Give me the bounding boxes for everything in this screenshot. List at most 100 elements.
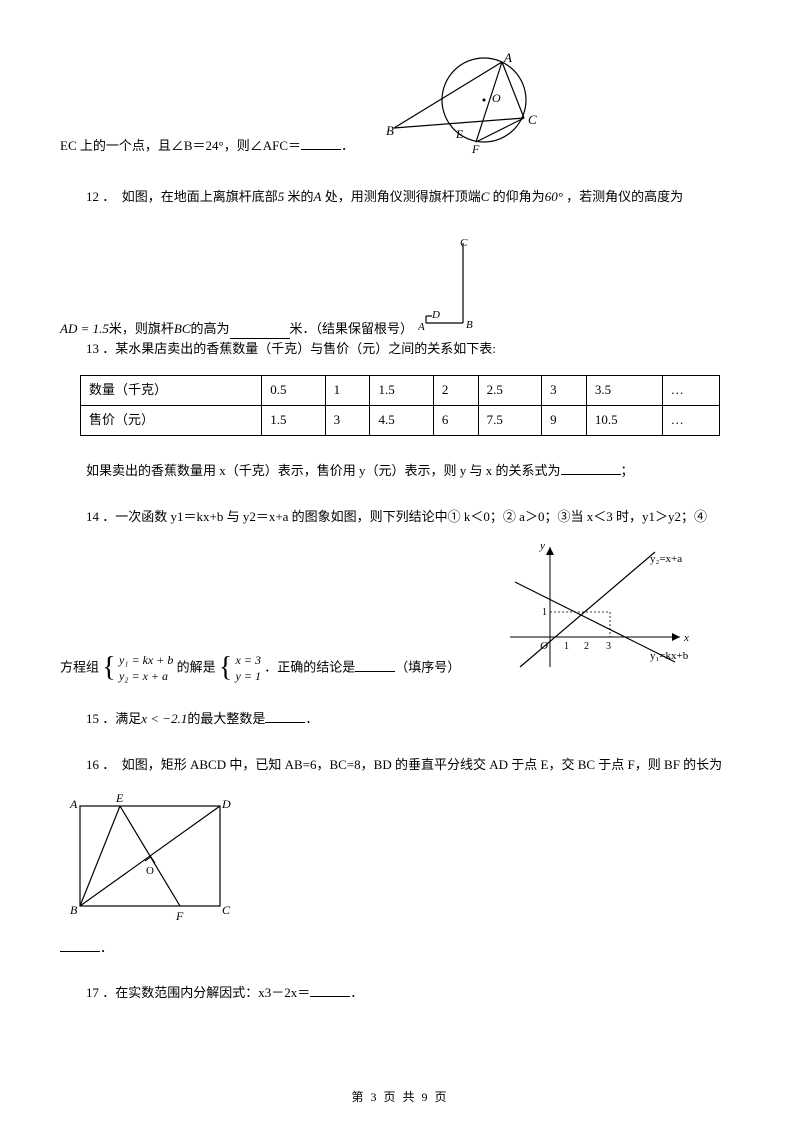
- svg-text:1: 1: [542, 607, 547, 618]
- q14-blank: [355, 659, 395, 672]
- cell: 10.5: [586, 405, 662, 435]
- q11-blank: [301, 137, 341, 150]
- cell: 3: [542, 376, 587, 406]
- svg-text:y₂=x+a: y₂=x+a: [650, 553, 682, 565]
- circle-geometry-svg: O A B C E F: [384, 50, 544, 155]
- cell: 数量（千克）: [81, 376, 262, 406]
- q15-a: ．满足: [102, 711, 141, 726]
- svg-text:y₁=kx+b: y₁=kx+b: [650, 650, 689, 662]
- q14-equation: 方程组 { y₁ = kx + b y₂ = x + a 的解是 { x = 3…: [60, 653, 460, 684]
- svg-text:1: 1: [564, 641, 569, 652]
- q13-num: 13: [86, 341, 99, 356]
- table-row: 售价（元） 1.5 3 4.5 6 7.5 9 10.5 …: [81, 405, 720, 435]
- q12-t1: ． 如图，在地面上离旗杆底部: [102, 189, 278, 204]
- svg-text:D: D: [431, 309, 440, 321]
- q12-l2a: 米，则旗杆: [109, 319, 174, 340]
- q12-sixty: 60°: [545, 189, 563, 204]
- cell: 6: [433, 405, 478, 435]
- eq-stack-1: y₁ = kx + b y₂ = x + a: [119, 653, 173, 684]
- q14-line1: ．一次函数 y1＝kx+b 与 y2＝x+a 的图象如图，则下列结论中① k＜0…: [102, 509, 707, 524]
- svg-text:2: 2: [584, 641, 589, 652]
- q17-num: 17: [86, 985, 99, 1000]
- eq1a: y₁ = kx + b: [119, 653, 173, 669]
- q13-after-text: 如果卖出的香蕉数量用 x（千克）表示，售价用 y（元）表示，则 y 与 x 的关…: [86, 463, 561, 478]
- cell: 4.5: [370, 405, 433, 435]
- svg-text:C: C: [460, 238, 468, 249]
- q15-b: 的最大整数是: [187, 711, 265, 726]
- flagpole-svg: C B A D: [418, 238, 478, 333]
- q13-suffix: ；: [621, 463, 634, 478]
- q12-AD: AD = 1.5: [60, 319, 109, 340]
- q12-A: A: [314, 189, 322, 204]
- q12-l2b: 的高为: [191, 319, 230, 340]
- q11-text: EC 上的一个点，且∠B＝24°，则∠AFC＝．: [60, 136, 354, 157]
- q14-eq-mid: 的解是: [177, 660, 216, 675]
- cell: 9: [542, 405, 587, 435]
- q16-suffix: ．: [100, 940, 113, 955]
- q13-table: 数量（千克） 0.5 1 1.5 2 2.5 3 3.5 … 售价（元） 1.5…: [80, 375, 720, 436]
- question-15: 15 ．满足x < −2.1的最大整数是．: [60, 709, 740, 730]
- svg-text:x: x: [683, 632, 689, 644]
- q16-blank-row: ．: [60, 938, 740, 959]
- svg-text:C: C: [528, 112, 537, 127]
- question-14: 14 ．一次函数 y1＝kx+b 与 y2＝x+a 的图象如图，则下列结论中① …: [60, 507, 740, 528]
- cell: 2: [433, 376, 478, 406]
- svg-text:y: y: [539, 540, 545, 552]
- svg-text:C: C: [222, 903, 231, 917]
- q15-blank: [265, 710, 305, 723]
- q13-intro: ．某水果店卖出的香蕉数量（千克）与售价（元）之间的关系如下表:: [102, 341, 496, 356]
- q14-eq-tail: （填序号）: [395, 660, 460, 675]
- q14-eq-prefix: 方程组: [60, 660, 99, 675]
- q12-five: 5: [278, 189, 285, 204]
- cell: 售价（元）: [81, 405, 262, 435]
- svg-text:A: A: [418, 321, 425, 333]
- q16-diagram: A D B C E F O: [60, 786, 240, 933]
- eq1b: y₂ = x + a: [119, 669, 173, 685]
- q12-l2c: 米．（结果保留根号）: [290, 319, 414, 340]
- cell: 3: [325, 405, 370, 435]
- q12-num: 12: [86, 189, 99, 204]
- eq-stack-2: x = 3 y = 1: [236, 653, 261, 684]
- svg-text:E: E: [455, 127, 464, 141]
- q12-line2: AD = 1.5 米，则旗杆 BC 的高为 米．（结果保留根号） C B A D: [60, 238, 740, 340]
- q12-BC: BC: [174, 319, 191, 340]
- cell: 1: [325, 376, 370, 406]
- q15-c: ．: [305, 711, 318, 726]
- cell: 7.5: [478, 405, 541, 435]
- brace-icon: {: [219, 660, 232, 677]
- q14-eq-suffix: ．正确的结论是: [264, 660, 355, 675]
- svg-text:E: E: [115, 791, 124, 805]
- q16-blank: [60, 939, 100, 952]
- q12-C: C: [481, 189, 490, 204]
- question-13: 13 ．某水果店卖出的香蕉数量（千克）与售价（元）之间的关系如下表:: [60, 339, 740, 360]
- cell: 1.5: [262, 405, 325, 435]
- q16-row: A D B C E F O: [60, 786, 740, 933]
- svg-text:F: F: [175, 909, 184, 923]
- cell: 3.5: [586, 376, 662, 406]
- q11-suffix: ．: [341, 138, 354, 153]
- q14-num: 14: [86, 509, 99, 524]
- q16-num: 16: [86, 757, 99, 772]
- q15-num: 15: [86, 711, 99, 726]
- svg-text:3: 3: [606, 641, 611, 652]
- svg-text:F: F: [471, 142, 480, 155]
- q12-blank: [230, 326, 290, 339]
- q13-after: 如果卖出的香蕉数量用 x（千克）表示，售价用 y（元）表示，则 y 与 x 的关…: [60, 461, 740, 482]
- q17-b: ．: [350, 985, 363, 1000]
- q12-t5: ，若测角仪的高度为: [566, 189, 683, 204]
- brace-icon: {: [102, 660, 115, 677]
- question-12: 12 ． 如图，在地面上离旗杆底部5 米的A 处，用测角仪测得旗杆顶端C 的仰角…: [60, 187, 740, 208]
- eq2b: y = 1: [236, 669, 261, 685]
- q12-t3: 处，用测角仪测得旗杆顶端: [325, 189, 481, 204]
- footer-text: 第 3 页 共 9 页: [351, 1090, 448, 1104]
- cell: …: [662, 405, 719, 435]
- linear-functions-svg: x y O y₂=x+a y₁=kx+b 1 1 2 3: [500, 537, 700, 677]
- question-16: 16 ． 如图，矩形 ABCD 中，已知 AB=6，BC=8，BD 的垂直平分线…: [60, 755, 740, 776]
- q11-diagram: O A B C E F: [384, 50, 544, 162]
- q14-graph: x y O y₂=x+a y₁=kx+b 1 1 2 3: [500, 537, 700, 684]
- q17-blank: [310, 984, 350, 997]
- table-row: 数量（千克） 0.5 1 1.5 2 2.5 3 3.5 …: [81, 376, 720, 406]
- cell: 2.5: [478, 376, 541, 406]
- svg-text:B: B: [386, 123, 394, 138]
- q14-row: 方程组 { y₁ = kx + b y₂ = x + a 的解是 { x = 3…: [60, 537, 740, 684]
